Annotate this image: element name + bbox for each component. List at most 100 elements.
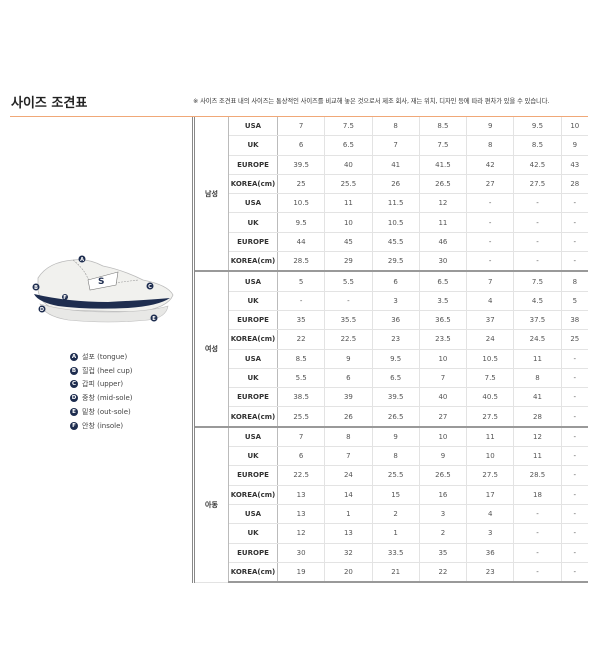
size-cell: 11.5 [372, 193, 420, 214]
size-cell: 3 [466, 523, 515, 544]
size-cell: 9.5 [372, 348, 420, 369]
size-cell: - [561, 387, 588, 408]
size-cell: 3 [372, 291, 420, 311]
size-cell: 41 [372, 155, 420, 175]
size-cell: 25 [561, 329, 588, 350]
size-cell: 8 [372, 117, 420, 137]
size-cell: 6 [277, 135, 326, 156]
size-cell: 7 [277, 117, 326, 137]
size-cell: - [513, 503, 562, 525]
legend-item: A 설포 (tongue) [70, 350, 133, 364]
table-row: UK 9.5 10 10.5 11- - - [194, 212, 588, 233]
size-cell: 28.5 [513, 465, 562, 486]
size-cell: 14 [324, 485, 373, 505]
legend-item: B 힐컵 (heel cup) [70, 364, 133, 378]
table-row: UK 6 7 8 9 10 11- [194, 446, 588, 467]
size-cell: 10 [466, 446, 515, 467]
row-label: USA [228, 117, 278, 137]
row-label: KOREA(cm) [228, 562, 278, 584]
size-cell: 29 [324, 251, 373, 272]
size-cell: 39.5 [277, 155, 326, 175]
size-cell: 22 [419, 562, 468, 584]
size-cell: 7.5 [513, 270, 562, 292]
marker-e: E [152, 316, 156, 322]
size-cell: - [513, 193, 562, 214]
size-cell: 3 [419, 503, 468, 525]
size-cell: 13 [277, 503, 326, 525]
size-cell: 27 [466, 174, 515, 195]
legend-item: C 갑피 (upper) [70, 378, 133, 392]
legend-item: D 중창 (mid-sole) [70, 391, 133, 405]
size-cell: 41.5 [419, 155, 468, 175]
size-cell: 2 [419, 523, 468, 544]
row-label: UK [228, 212, 278, 233]
part-letter-badge-icon: C [70, 380, 78, 389]
size-cell: 26 [372, 174, 420, 195]
size-cell: 10.5 [372, 212, 420, 233]
table-row: KOREA(cm) 25 25.5 26 26.5 27 27.5 28 [194, 174, 588, 195]
size-cell: 32 [324, 543, 373, 563]
size-cell: - [513, 212, 562, 233]
size-cell: 8 [372, 446, 420, 467]
size-cell: - [561, 406, 588, 428]
size-cell: - [561, 425, 588, 448]
size-cell: 6.5 [372, 368, 420, 389]
legend-label: 힐컵 (heel cup) [82, 366, 133, 375]
shoe-diagram-image: S A B C D E F [32, 255, 174, 323]
size-cell: 25.5 [277, 406, 326, 428]
table-row: EUROPE 38.5 39 39.5 40 40.5 41- [194, 387, 588, 408]
size-cell: 36 [372, 310, 420, 331]
table-row: UK 12 13 1 2 3- - [194, 523, 588, 544]
size-cell: - [561, 212, 588, 233]
size-cell: - [561, 446, 588, 467]
size-cell: 36.5 [419, 310, 468, 331]
table-row: 남성 USA 7 7.5 8 8.5 9 9.5 10 [193, 117, 588, 272]
size-cell: - [466, 212, 515, 233]
size-cell: 8.5 [419, 117, 468, 137]
legend-label: 안창 (insole) [82, 421, 124, 430]
row-label: KOREA(cm) [228, 406, 278, 428]
row-label: EUROPE [228, 543, 278, 563]
size-cell: 9 [372, 425, 420, 448]
row-label: KOREA(cm) [228, 174, 278, 195]
table-row: EUROPE 30 32 33.5 35 36- - [194, 543, 588, 563]
legend-label: 갑피 (upper) [82, 380, 124, 389]
size-cell: 10 [324, 212, 373, 233]
size-cell: - [513, 232, 562, 253]
size-cell: 3.5 [419, 291, 468, 311]
size-cell: 9.5 [277, 212, 326, 233]
marker-f: F [63, 295, 66, 301]
size-cell: 5 [561, 291, 588, 311]
row-label: UK [228, 368, 278, 389]
size-cell: - [561, 368, 588, 389]
size-cell: 28.5 [277, 251, 326, 272]
title-divider [10, 116, 588, 117]
size-cell: 13 [324, 523, 373, 544]
size-cell: 6 [277, 446, 326, 467]
size-cell: 30 [277, 543, 326, 563]
size-cell: 23.5 [419, 329, 468, 350]
size-cell: - [513, 523, 562, 544]
marker-a: A [80, 257, 84, 263]
size-cell: 27.5 [466, 465, 515, 486]
size-cell: 7.5 [324, 117, 373, 137]
size-cell: 10.5 [277, 193, 326, 214]
size-cell: 4.5 [513, 291, 562, 311]
table-row: EUROPE 44 45 45.5 46- - - [194, 232, 588, 253]
row-label: USA [228, 503, 278, 525]
size-cell: 45.5 [372, 232, 420, 253]
table-row: 아동 USA 7 8 9 10 11 12- [193, 425, 588, 583]
row-label: UK [228, 291, 278, 311]
size-cell: 26.5 [419, 465, 468, 486]
table-row: KOREA(cm) 19 20 21 22 23- - [194, 562, 588, 584]
size-cell: - [513, 562, 562, 584]
size-cell: 9 [561, 135, 588, 156]
part-letter-badge-icon: D [70, 394, 78, 403]
size-cell: 38.5 [277, 387, 326, 408]
table-row: EUROPE 22.5 24 25.5 26.5 27.5 28.5- [194, 465, 588, 486]
size-cell: - [561, 193, 588, 214]
size-cell: 40.5 [466, 387, 515, 408]
size-cell: 26 [324, 406, 373, 428]
size-cell: - [561, 348, 588, 369]
size-cell: 7.5 [466, 368, 515, 389]
